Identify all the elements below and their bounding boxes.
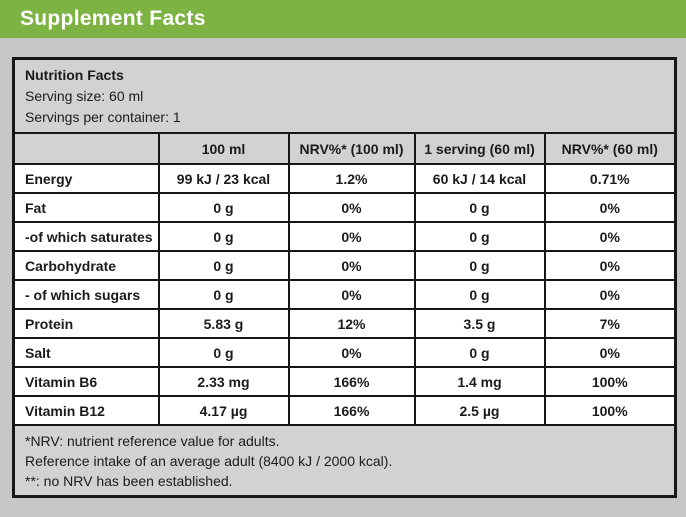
nutrient-name-cell: Vitamin B6: [12, 366, 160, 397]
table-row-fat: Fat 0 g 0% 0 g 0%: [12, 192, 677, 223]
value-cell: 3.5 g: [413, 308, 546, 339]
value-cell: 0 g: [413, 250, 546, 281]
value-cell: 0%: [543, 279, 677, 310]
nutrient-name-cell: Carbohydrate: [12, 250, 160, 281]
value-cell: 0%: [543, 221, 677, 252]
value-cell: 0%: [543, 337, 677, 368]
column-header-100ml: 100 ml: [157, 132, 290, 165]
value-cell: 166%: [287, 395, 416, 426]
value-cell: 0%: [287, 279, 416, 310]
value-cell: 0 g: [157, 337, 290, 368]
value-cell: 1.2%: [287, 163, 416, 194]
value-cell: 100%: [543, 366, 677, 397]
table-row-saturates: -of which saturates 0 g 0% 0 g 0%: [12, 221, 677, 252]
nutrition-facts-title: Nutrition Facts: [25, 67, 124, 83]
footnote-reference-intake: Reference intake of an average adult (84…: [25, 453, 393, 469]
value-cell: 100%: [543, 395, 677, 426]
table-row-protein: Protein 5.83 g 12% 3.5 g 7%: [12, 308, 677, 339]
value-cell: 0%: [287, 192, 416, 223]
value-cell: 0 g: [157, 192, 290, 223]
value-cell: 0%: [543, 192, 677, 223]
nutrition-facts-table: Nutrition Facts Serving size: 60 ml Serv…: [12, 57, 678, 498]
value-cell: 5.83 g: [157, 308, 290, 339]
serving-size: Serving size: 60 ml: [25, 88, 144, 104]
footnotes-section: *NRV: nutrient reference value for adult…: [12, 424, 677, 498]
footnote-nrv: *NRV: nutrient reference value for adult…: [25, 433, 280, 449]
value-cell: 166%: [287, 366, 416, 397]
footnote-no-nrv: **: no NRV has been established.: [25, 473, 233, 489]
table-row-sugars: - of which sugars 0 g 0% 0 g 0%: [12, 279, 677, 310]
column-header-nrv-100ml: NRV%* (100 ml): [287, 132, 416, 165]
nutrient-name-cell: Protein: [12, 308, 160, 339]
table-row-carbohydrate: Carbohydrate 0 g 0% 0 g 0%: [12, 250, 677, 281]
nutrient-name-cell: - of which sugars: [12, 279, 160, 310]
column-header-empty: [12, 132, 160, 165]
value-cell: 0%: [287, 221, 416, 252]
nutrient-name-cell: Fat: [12, 192, 160, 223]
value-cell: 1.4 mg: [413, 366, 546, 397]
supplement-facts-header[interactable]: Supplement Facts: [0, 0, 686, 38]
table-row-vitamin-b6: Vitamin B6 2.33 mg 166% 1.4 mg 100%: [12, 366, 677, 397]
column-header-1serving: 1 serving (60 ml): [413, 132, 546, 165]
value-cell: 0 g: [413, 337, 546, 368]
column-header-nrv-60ml: NRV%* (60 ml): [543, 132, 677, 165]
info-section: Nutrition Facts Serving size: 60 ml Serv…: [12, 57, 677, 134]
nutrient-name-cell: Salt: [12, 337, 160, 368]
column-header-row: 100 ml NRV%* (100 ml) 1 serving (60 ml) …: [12, 132, 677, 165]
value-cell: 60 kJ / 14 kcal: [413, 163, 546, 194]
value-cell: 0 g: [157, 250, 290, 281]
value-cell: 0%: [287, 337, 416, 368]
table-row-vitamin-b12: Vitamin B12 4.17 µg 166% 2.5 µg 100%: [12, 395, 677, 426]
value-cell: 12%: [287, 308, 416, 339]
nutrient-name-cell: -of which saturates: [12, 221, 160, 252]
value-cell: 0%: [287, 250, 416, 281]
info-section-row: Nutrition Facts Serving size: 60 ml Serv…: [12, 57, 677, 134]
footer-section-row: *NRV: nutrient reference value for adult…: [12, 424, 677, 498]
nutrient-name-cell: Vitamin B12: [12, 395, 160, 426]
value-cell: 2.33 mg: [157, 366, 290, 397]
value-cell: 0.71%: [543, 163, 677, 194]
table-row-energy: Energy 99 kJ / 23 kcal 1.2% 60 kJ / 14 k…: [12, 163, 677, 194]
value-cell: 0 g: [157, 279, 290, 310]
value-cell: 2.5 µg: [413, 395, 546, 426]
value-cell: 0 g: [413, 192, 546, 223]
value-cell: 0 g: [413, 279, 546, 310]
servings-per-container: Servings per container: 1: [25, 109, 181, 125]
value-cell: 0%: [543, 250, 677, 281]
nutrient-name-cell: Energy: [12, 163, 160, 194]
value-cell: 7%: [543, 308, 677, 339]
table-row-salt: Salt 0 g 0% 0 g 0%: [12, 337, 677, 368]
value-cell: 4.17 µg: [157, 395, 290, 426]
page-title: Supplement Facts: [20, 7, 206, 30]
value-cell: 99 kJ / 23 kcal: [157, 163, 290, 194]
value-cell: 0 g: [157, 221, 290, 252]
value-cell: 0 g: [413, 221, 546, 252]
